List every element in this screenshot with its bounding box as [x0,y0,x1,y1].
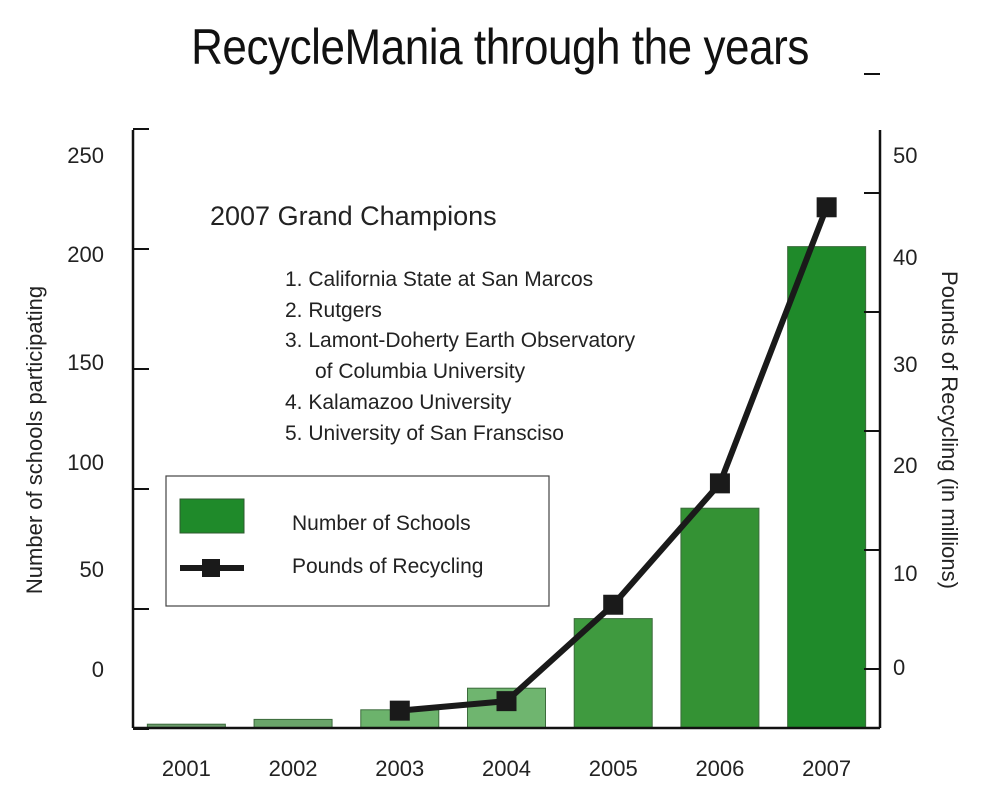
left-tick-label: 200 [67,242,104,267]
chart-title: RecycleMania through the years [191,19,809,75]
annotation-item: 5. University of San Fransciso [285,422,564,445]
x-tick-label: 2004 [482,756,531,781]
x-tick-label: 2003 [375,756,424,781]
left-tick-label: 0 [92,657,104,682]
x-tick-label: 2007 [802,756,851,781]
bar-2002 [253,718,333,729]
bar-2006 [680,507,760,729]
recycling-point-2006 [709,473,730,494]
right-tick-label: 10 [893,561,917,586]
right-tick-label: 50 [893,143,917,168]
left-tick-label: 250 [67,143,104,168]
annotation-item: 4. Kalamazoo University [285,391,512,414]
left-tick-label: 150 [67,350,104,375]
annotation-item: 2. Rutgers [285,299,382,322]
legend-label-recycling: Pounds of Recycling [292,555,483,578]
recycling-point-2005 [603,594,624,615]
x-tick-label: 2002 [269,756,318,781]
bar-2007 [787,246,867,729]
recycling-point-2007 [816,197,837,218]
recycling-point-2004 [496,691,517,712]
bars-layer [146,246,867,729]
left-tick-label: 50 [80,557,104,582]
annotation-block: 2007 Grand Champions 1. California State… [210,201,636,445]
labels-layer: 0 50 100 150 200 250 0 10 20 30 40 50 2001 2002 2003 20… [67,143,917,781]
right-tick-label: 20 [893,453,917,478]
legend-label-schools: Number of Schools [292,512,471,535]
legend-bar-swatch [179,498,245,534]
right-tick-label: 30 [893,352,917,377]
right-axis-title: Pounds of Recycling (in millions) [937,271,962,589]
legend-box [165,475,550,607]
recycling-point-2003 [389,700,410,721]
left-axis-title: Number of schools participating [22,286,47,594]
annotation-title: 2007 Grand Champions [210,201,497,231]
annotation-item: 1. California State at San Marcos [285,268,593,291]
x-tick-label: 2006 [695,756,744,781]
legend-marker-swatch [202,559,220,577]
bar-2005 [573,618,653,729]
axes-layer [131,73,882,730]
annotation-item: 3. Lamont-Doherty Earth Observatory [285,329,636,352]
x-tick-label: 2001 [162,756,211,781]
left-tick-label: 100 [67,450,104,475]
annotation-item: of Columbia University [315,360,526,383]
right-tick-label: 40 [893,245,917,270]
recycling-line-layer [389,197,837,721]
x-tick-label: 2005 [589,756,638,781]
legend: Number of Schools Pounds of Recycling [165,475,550,607]
right-tick-label: 0 [893,655,905,680]
